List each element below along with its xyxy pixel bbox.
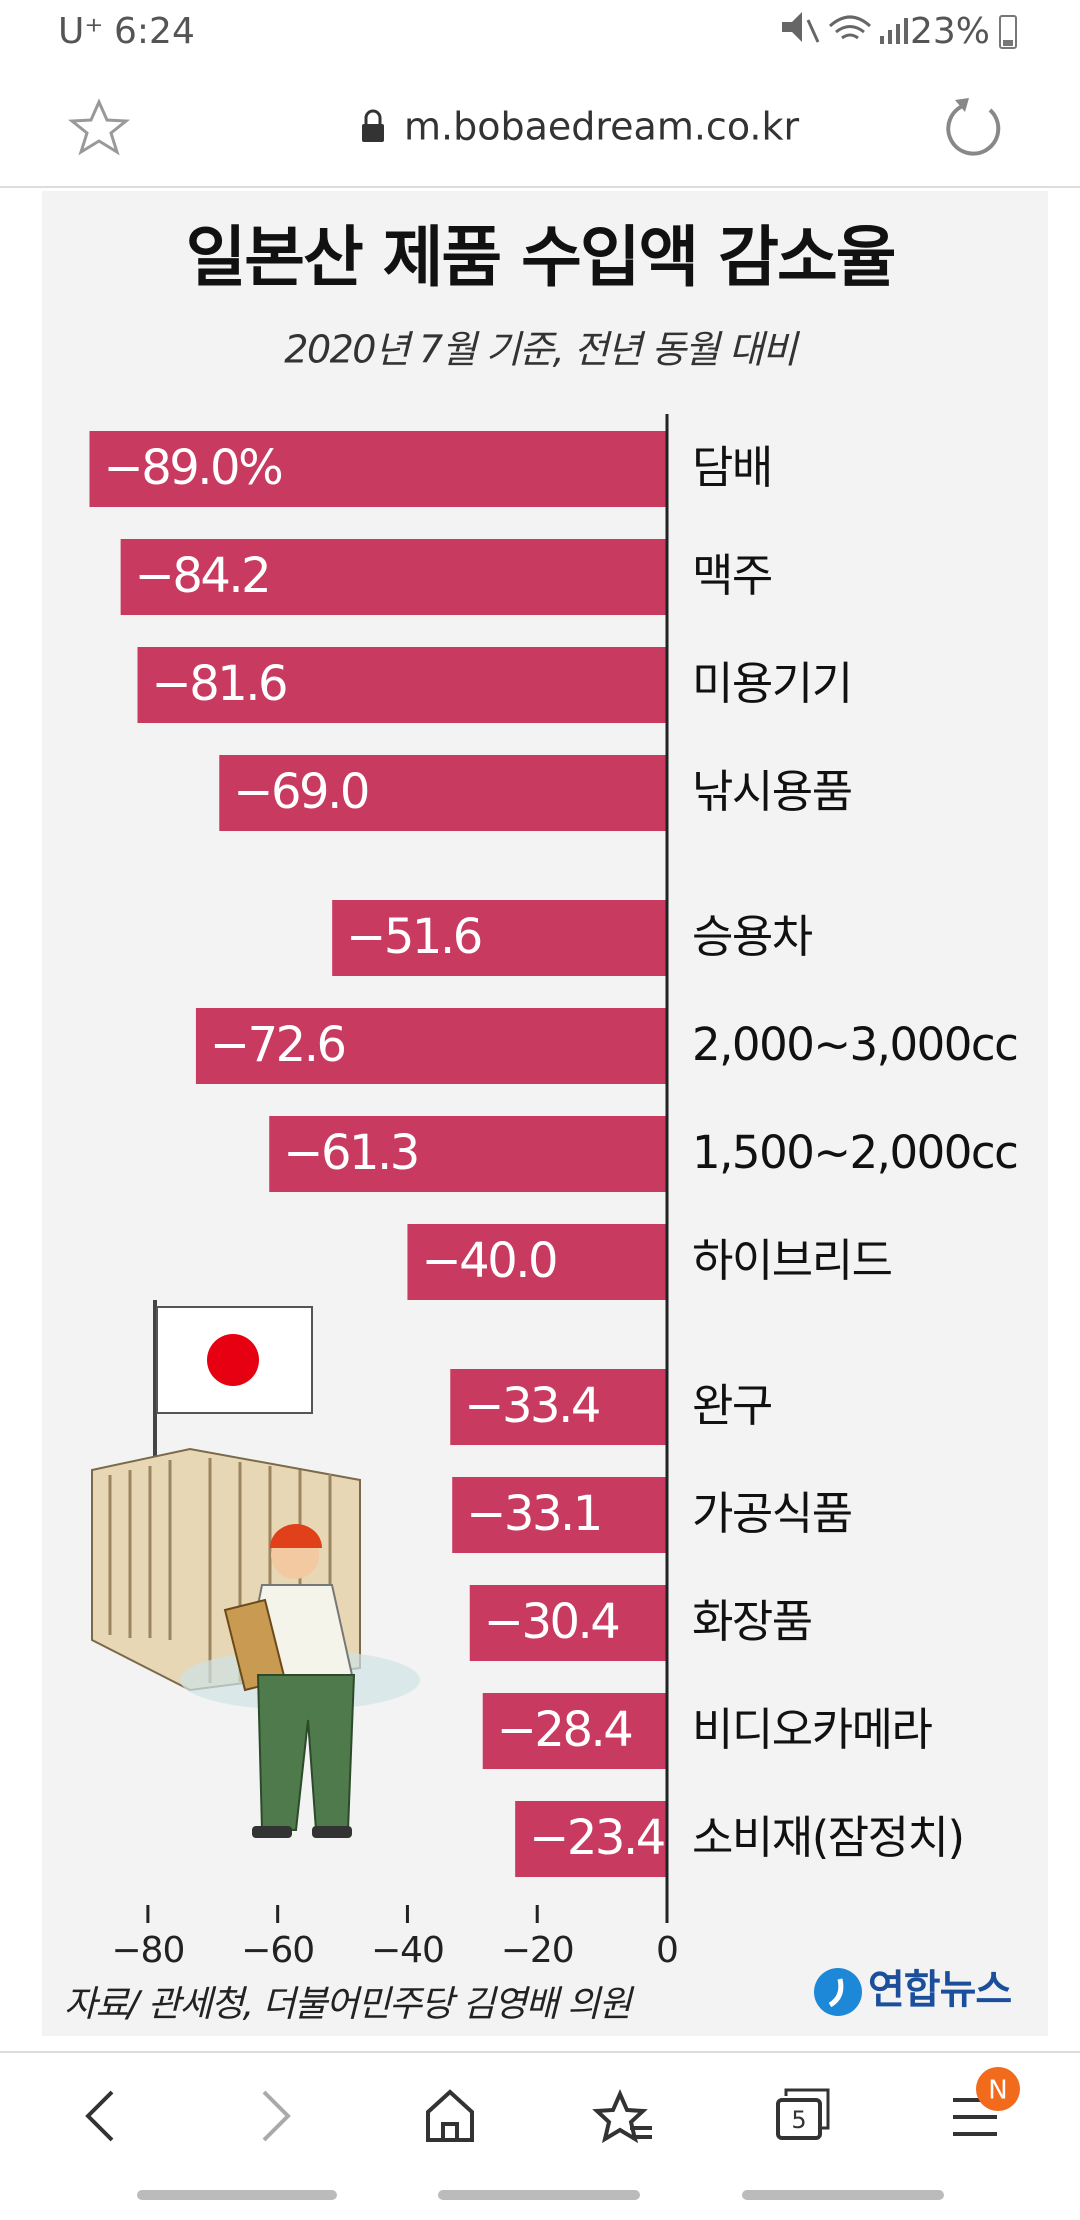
category-label: 낚시용품 [692, 765, 852, 818]
chart-subtitle: 2020년 7월 기준, 전년 동월 대비 [284, 328, 800, 372]
back-button[interactable] [85, 2090, 114, 2142]
carrier: U⁺ [58, 11, 103, 52]
illustration [91, 1300, 420, 1838]
category-label: 담배 [692, 441, 772, 494]
x-tick-label: −80 [111, 1930, 184, 1971]
category-label: 2,000~3,000cc [692, 1018, 1017, 1071]
bookmark-star[interactable] [67, 98, 131, 156]
category-label: 맥주 [692, 549, 772, 602]
category-label: 완구 [692, 1379, 772, 1432]
plot: −89.0% 담배 −84.2 맥주 −81.6 미용기기 −69.0 낚시용품 −51.6 승용… [89, 414, 1019, 1971]
x-tick-label: −40 [371, 1930, 444, 1971]
bar [452, 1477, 667, 1553]
tabs-button[interactable]: 5 [776, 2088, 830, 2140]
x-tick-label: 0 [656, 1930, 678, 1971]
bar [482, 1693, 667, 1769]
category-label: 화장품 [692, 1595, 812, 1648]
value-label: −33.1 [466, 1486, 601, 1542]
value-label: −61.3 [283, 1125, 418, 1181]
value-label: −72.6 [210, 1017, 345, 1073]
bar [195, 1008, 667, 1084]
lock-icon [362, 109, 384, 142]
bar [89, 431, 667, 507]
battery-level: 23% [910, 11, 990, 52]
category-label: 1,500~2,000cc [692, 1126, 1017, 1179]
category-label: 승용차 [692, 910, 813, 963]
value-label: −89.0% [103, 440, 281, 496]
category-label: 비디오카메라 [692, 1703, 933, 1756]
bar [407, 1224, 667, 1300]
x-tick-label: −60 [241, 1930, 314, 1971]
url[interactable]: m.bobaedream.co.kr [404, 105, 799, 149]
clock: 6:24 [114, 11, 195, 52]
forward-button[interactable] [262, 2090, 291, 2142]
value-label: −40.0 [421, 1233, 556, 1289]
bar [269, 1116, 667, 1192]
bar [515, 1801, 667, 1877]
bar [137, 647, 668, 723]
reload-button[interactable] [946, 98, 1001, 156]
value-label: −33.4 [464, 1378, 599, 1434]
x-tick-label: −20 [501, 1930, 574, 1971]
bar [120, 539, 667, 615]
bookmarks-button[interactable] [592, 2089, 652, 2144]
value-label: −69.0 [233, 764, 368, 820]
category-label: 하이브리드 [692, 1234, 892, 1287]
value-label: −28.4 [497, 1702, 632, 1758]
value-label: −84.2 [135, 548, 270, 604]
category-label: 가공식품 [692, 1487, 852, 1540]
home-button[interactable] [426, 2089, 474, 2142]
category-label: 소비재(잠정치) [692, 1811, 964, 1864]
value-label: −81.6 [152, 656, 287, 712]
tab-count: 5 [791, 2106, 806, 2134]
menu-badge: N [988, 2076, 1007, 2106]
value-label: −30.4 [484, 1594, 619, 1650]
bar [469, 1585, 667, 1661]
status-icons [782, 12, 908, 44]
chart-title: 일본산 제품 수입액 감소율 [186, 219, 895, 296]
menu-button[interactable]: N [953, 2067, 1020, 2136]
battery-icon [999, 15, 1017, 49]
bar [332, 900, 667, 976]
chart-credit: 연합뉴스 [868, 1967, 1011, 2013]
credit-logo [814, 1968, 862, 2016]
bar [450, 1369, 667, 1445]
gesture-bar [137, 2190, 944, 2200]
value-label: −23.4 [529, 1810, 664, 1866]
bar [219, 755, 667, 831]
category-label: 미용기기 [692, 657, 852, 710]
chart-source: 자료/ 관세청, 더불어민주당 김영배 의원 [64, 1984, 635, 2025]
value-label: −51.6 [346, 909, 481, 965]
